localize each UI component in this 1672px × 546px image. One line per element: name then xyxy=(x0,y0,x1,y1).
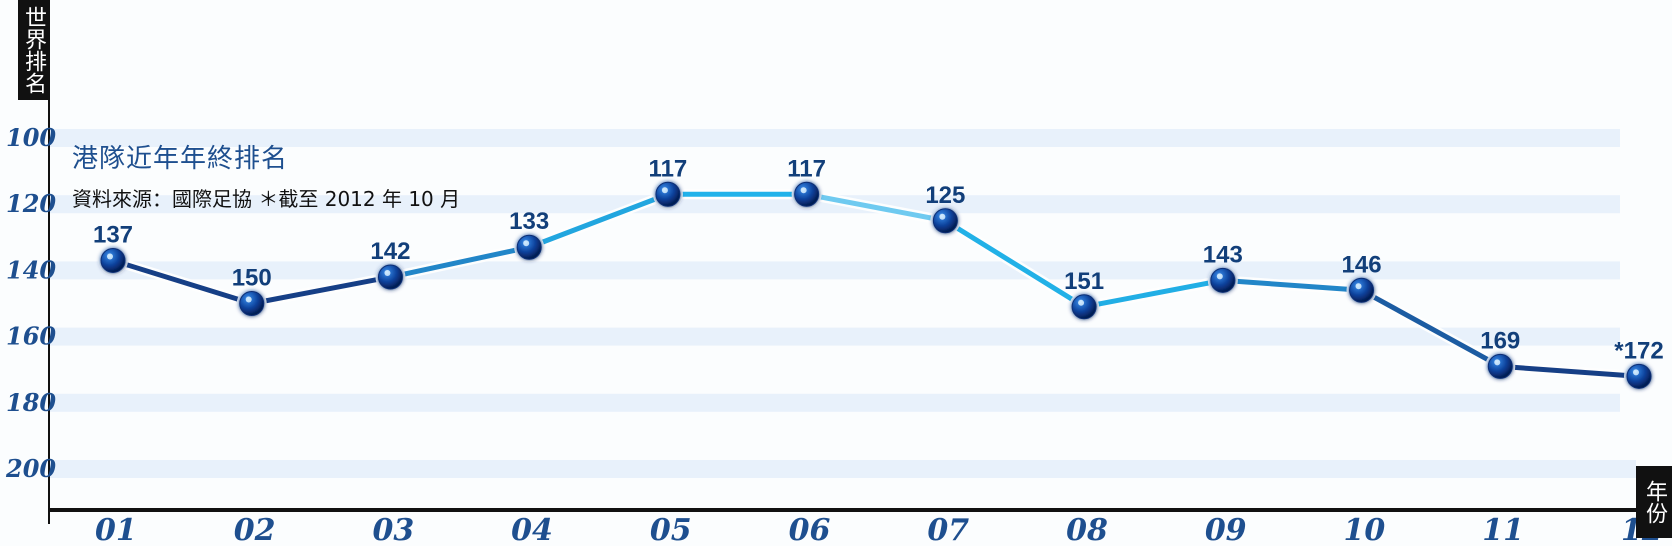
data-point-highlight xyxy=(1355,283,1362,290)
x-tick-label: 03 xyxy=(372,513,414,546)
x-tick-label: 10 xyxy=(1344,513,1386,546)
data-point-highlight xyxy=(1216,273,1223,280)
data-point xyxy=(794,181,820,207)
y-tick-label: 200 xyxy=(5,454,56,483)
chart-title: 港隊近年年終排名 xyxy=(72,144,289,174)
data-points xyxy=(98,179,1654,392)
data-point xyxy=(655,181,681,207)
data-label: 137 xyxy=(93,221,133,248)
series-segment xyxy=(1220,277,1365,293)
data-point xyxy=(516,234,542,260)
data-point xyxy=(100,247,126,273)
grid-band xyxy=(50,327,1620,346)
data-label: 143 xyxy=(1203,241,1243,268)
grid-band xyxy=(50,129,1620,147)
data-label: 117 xyxy=(787,155,826,182)
y-ticks: 100 120 140 160 180 200 xyxy=(5,123,56,483)
x-axis-label: 年份 xyxy=(1636,466,1672,538)
data-point xyxy=(1071,294,1097,320)
data-point xyxy=(239,291,265,316)
y-tick-label: 160 xyxy=(6,322,56,351)
data-labels: 137 150 142 133 117 117 125 151 143 146 169 *172 xyxy=(93,155,1664,364)
data-point xyxy=(1626,363,1652,389)
data-label: 117 xyxy=(649,155,688,182)
y-tick-label: 120 xyxy=(6,189,56,218)
data-label: 151 xyxy=(1064,268,1104,295)
chart-subtitle: 資料來源：國際足協 ＊截至 2012 年 10 月 xyxy=(72,187,461,211)
data-point xyxy=(377,264,403,290)
x-tick-label: 06 xyxy=(789,513,831,546)
series-segment xyxy=(526,191,671,250)
data-point xyxy=(932,208,958,234)
data-label: 142 xyxy=(370,238,410,265)
series-segment xyxy=(942,218,1087,310)
series-segment xyxy=(1497,363,1642,379)
data-point-highlight xyxy=(245,296,252,303)
x-tick-label: 01 xyxy=(95,513,137,546)
title-block: 港隊近年年終排名 資料來源：國際足協 ＊截至 2012 年 10 月 xyxy=(72,138,460,212)
data-point-highlight xyxy=(384,270,391,277)
data-label: 150 xyxy=(232,265,272,292)
data-point-highlight xyxy=(1078,299,1085,306)
y-tick-label: 100 xyxy=(6,123,56,152)
data-point-highlight xyxy=(107,253,113,260)
grid-band xyxy=(50,393,1620,412)
x-tick-label: 09 xyxy=(1205,513,1247,546)
x-tick-label: 05 xyxy=(650,513,692,546)
x-tick-label: 08 xyxy=(1066,513,1108,546)
series-line xyxy=(108,189,1644,382)
data-label: *172 xyxy=(1614,337,1663,364)
data-label: 169 xyxy=(1480,327,1520,354)
grid-bands xyxy=(50,129,1636,478)
data-point-highlight xyxy=(800,187,807,194)
data-label: 133 xyxy=(509,208,549,235)
x-tick-label: 04 xyxy=(511,513,553,546)
data-point xyxy=(1210,267,1236,293)
data-point-highlight xyxy=(661,187,668,194)
data-point-highlight xyxy=(523,240,530,247)
x-tick-label: 07 xyxy=(927,513,969,546)
data-point xyxy=(1349,277,1375,303)
series-segment xyxy=(387,244,532,280)
data-label: 146 xyxy=(1342,251,1382,278)
series-segment xyxy=(1359,287,1503,369)
data-point-highlight xyxy=(1494,359,1501,366)
series-segment xyxy=(110,257,255,306)
x-tick-label: 11 xyxy=(1482,513,1524,546)
y-axis-label: 世界排名 xyxy=(18,0,48,100)
data-point-highlight xyxy=(1633,369,1639,376)
data-point-highlight xyxy=(939,213,946,220)
y-tick-label: 180 xyxy=(6,388,56,417)
series-segment xyxy=(1081,277,1226,310)
data-point xyxy=(1487,353,1513,379)
x-tick-label: 02 xyxy=(234,513,276,546)
series-segment xyxy=(249,274,393,306)
y-tick-label: 140 xyxy=(6,255,56,284)
grid-band xyxy=(50,460,1636,478)
series-segment xyxy=(804,191,948,224)
x-ticks: 010203040506070809101112 xyxy=(95,513,1663,546)
grid-band xyxy=(50,261,1620,280)
data-label: 125 xyxy=(925,182,965,209)
